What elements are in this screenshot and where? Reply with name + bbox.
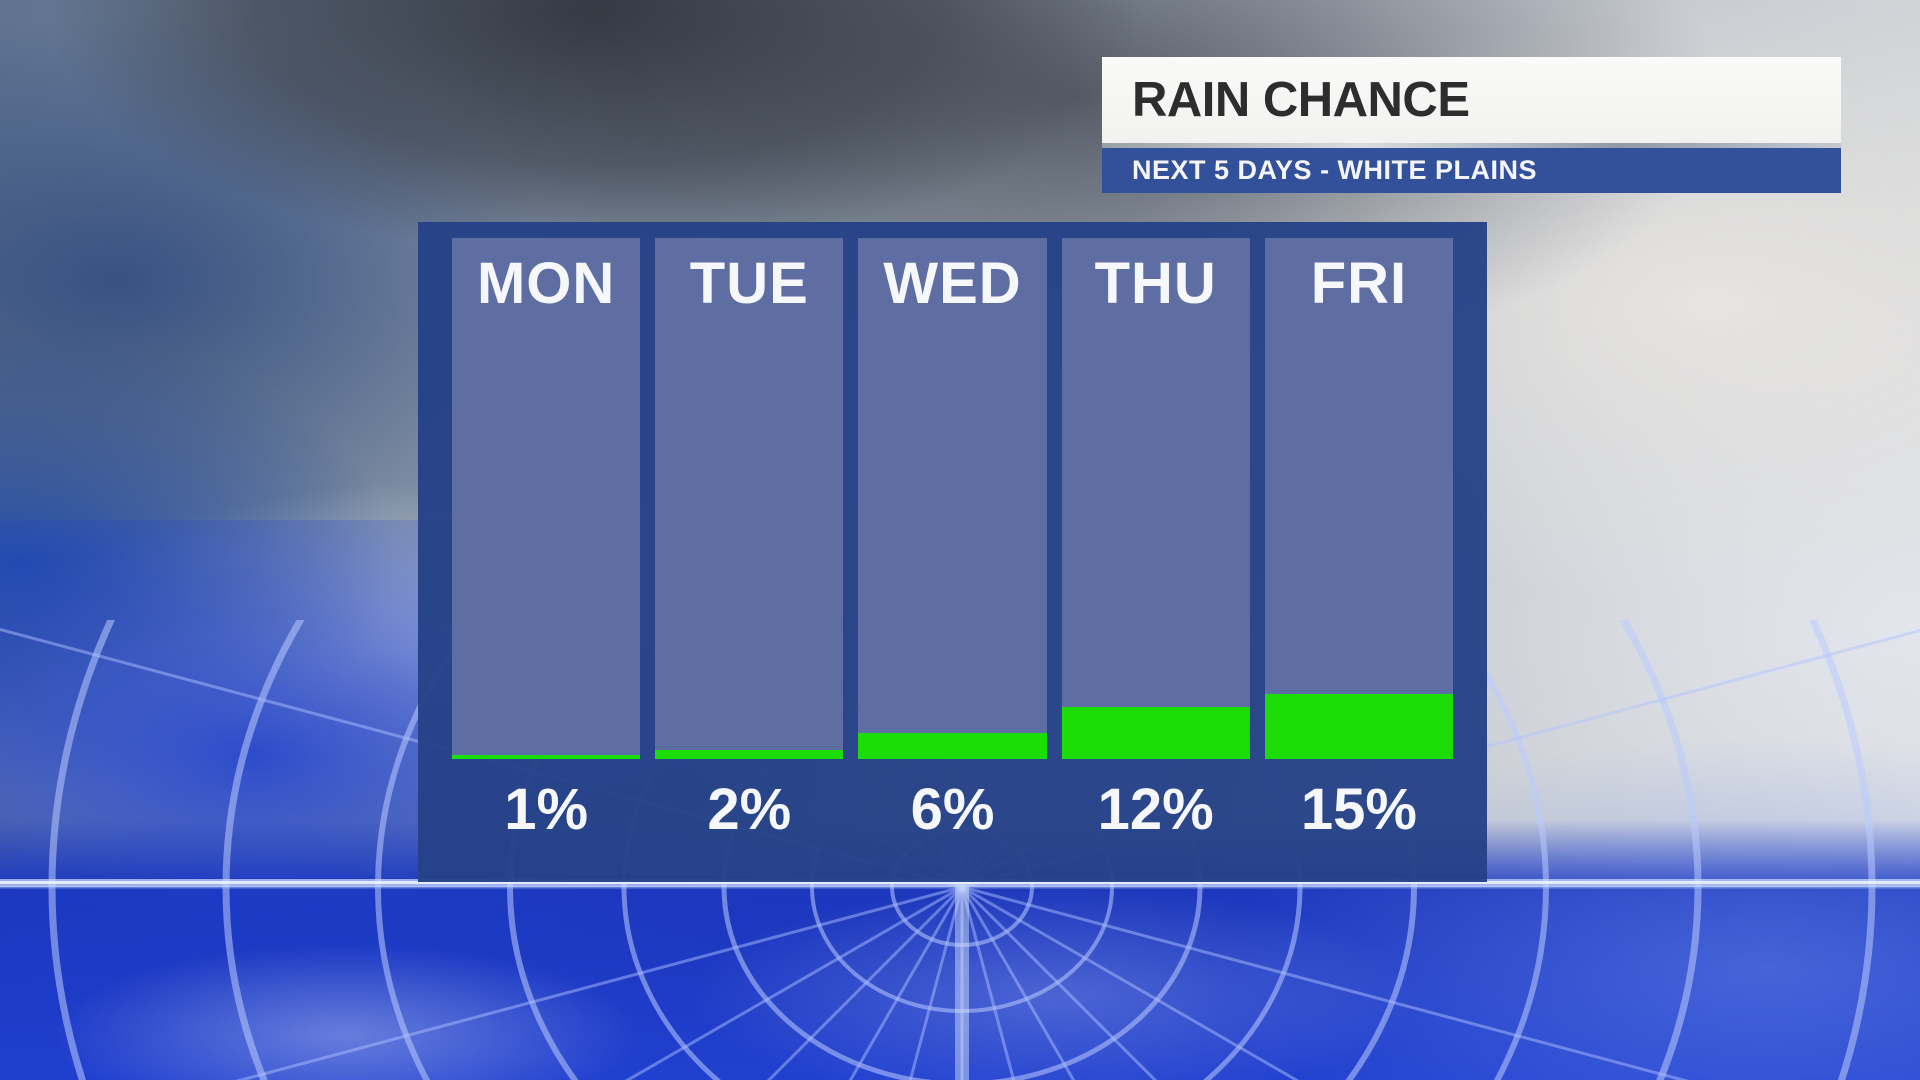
banner-divider xyxy=(1102,143,1841,148)
bar-track: THU xyxy=(1061,238,1250,759)
rain-bar xyxy=(1264,694,1454,759)
chart-column-tue: TUE 2% xyxy=(655,238,844,860)
chart-column-thu: THU 12% xyxy=(1061,238,1250,860)
rain-chance-bar-chart: MON 1% TUE 2% WED 6% xyxy=(418,222,1487,882)
rain-bar xyxy=(655,750,844,759)
bar-track: FRI xyxy=(1264,238,1454,759)
value-label: 2% xyxy=(707,777,792,842)
header-banner: RAIN CHANCE NEXT 5 DAYS - WHITE PLAINS xyxy=(1102,57,1841,193)
rain-bar xyxy=(452,755,641,759)
value-label: 1% xyxy=(504,777,589,842)
page-subtitle: NEXT 5 DAYS - WHITE PLAINS xyxy=(1132,155,1538,185)
day-label: TUE xyxy=(689,251,809,316)
value-label: 6% xyxy=(910,777,995,842)
value-label-area: 6% xyxy=(858,759,1046,860)
chart-column-mon: MON 1% xyxy=(452,238,641,860)
day-label: FRI xyxy=(1310,251,1408,316)
bar-track: MON xyxy=(452,238,641,759)
day-label: MON xyxy=(476,251,616,316)
value-label: 12% xyxy=(1097,777,1214,842)
value-label-area: 1% xyxy=(452,759,640,860)
rain-bar xyxy=(1061,707,1250,759)
day-label: THU xyxy=(1094,251,1217,316)
chart-column-wed: WED 6% xyxy=(858,238,1047,860)
page-title: RAIN CHANCE xyxy=(1132,73,1470,127)
subtitle-bar: NEXT 5 DAYS - WHITE PLAINS xyxy=(1102,148,1841,193)
title-box: RAIN CHANCE xyxy=(1102,57,1841,143)
bar-track: TUE xyxy=(655,238,844,759)
bar-track: WED xyxy=(858,238,1047,759)
value-label-area: 2% xyxy=(655,759,843,860)
value-label: 15% xyxy=(1300,777,1417,842)
day-label: WED xyxy=(883,251,1022,316)
value-label-area: 12% xyxy=(1062,759,1250,860)
chart-column-fri: FRI 15% xyxy=(1264,238,1454,860)
rain-bar xyxy=(858,733,1047,759)
value-label-area: 15% xyxy=(1265,759,1453,860)
